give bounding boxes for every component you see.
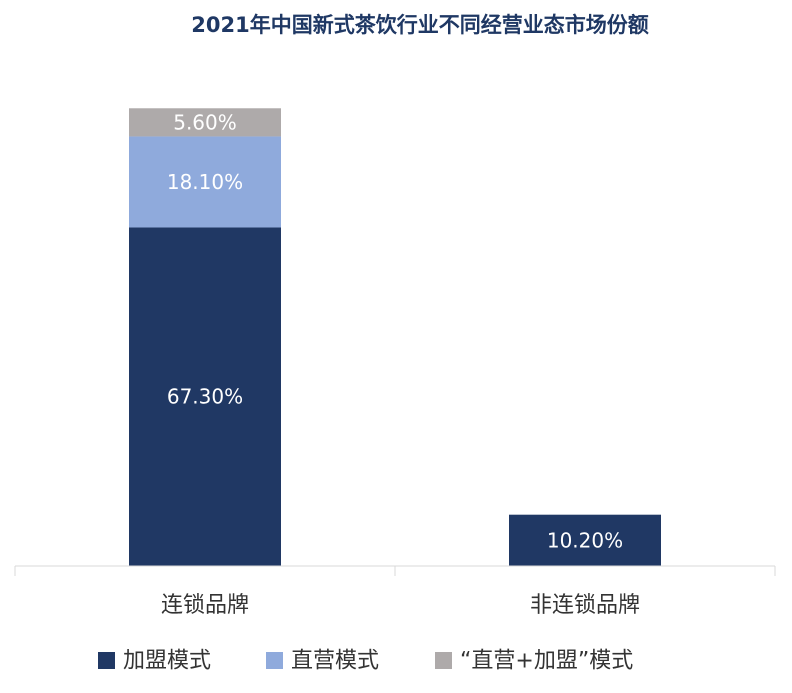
legend-label-3: “直营+加盟”模式: [460, 649, 633, 674]
data-label-2-series-1: 10.20%: [547, 528, 623, 552]
bar-1-series-1: [129, 227, 281, 566]
legend-label-1: 加盟模式: [123, 649, 211, 674]
category-label-2: 非连锁品牌: [530, 593, 640, 618]
x-axis: 连锁品牌 非连锁品牌: [14, 565, 776, 618]
legend-swatch-2: [266, 652, 283, 669]
legend-swatch-1: [98, 652, 115, 669]
bar-2-series-1: [509, 514, 661, 566]
data-label-1-series-1: 67.30%: [167, 385, 243, 409]
bar-1-series-3: [129, 108, 281, 137]
category-label-1: 连锁品牌: [161, 593, 249, 618]
legend: 加盟模式 直营模式 “直营+加盟”模式: [98, 649, 633, 674]
bars-group: 67.30% 18.10% 5.60% 10.20%: [129, 108, 661, 566]
bar-1-series-2: [129, 136, 281, 228]
data-label-1-series-2: 18.10%: [167, 170, 243, 194]
chart-title: 2021年中国新式茶饮行业不同经营业态市场份额: [191, 13, 648, 37]
data-label-1-series-3: 5.60%: [173, 110, 237, 134]
legend-label-2: 直营模式: [291, 649, 379, 674]
legend-swatch-3: [435, 652, 452, 669]
